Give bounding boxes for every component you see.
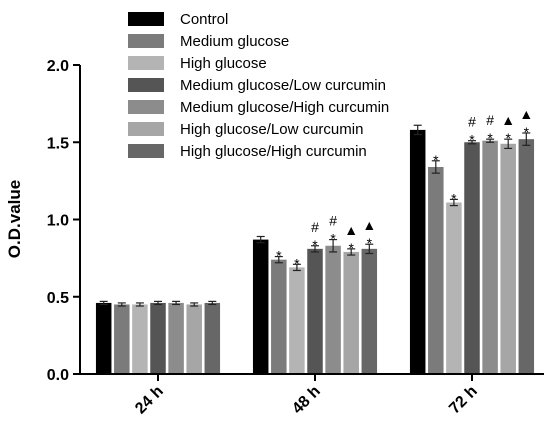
bar bbox=[482, 140, 498, 374]
legend-swatch bbox=[128, 122, 164, 136]
legend-label: High glucose/High curcumin bbox=[180, 143, 367, 160]
bar bbox=[95, 302, 112, 374]
significance-mark: * bbox=[487, 130, 493, 146]
significance-mark: * bbox=[276, 248, 282, 264]
significance-mark: * bbox=[294, 255, 300, 271]
legend: Control Medium glucose High glucose Medium … bbox=[128, 11, 389, 160]
significance-mark: * bbox=[330, 231, 336, 247]
bar bbox=[409, 129, 426, 374]
significance-mark: # bbox=[311, 219, 319, 235]
significance-marks: * * * # * # * ▲ * ▲ * * * # * # * ▲ * ▲ bbox=[276, 106, 533, 271]
x-tick-label: 24 h bbox=[132, 383, 167, 418]
significance-mark: # bbox=[486, 112, 494, 128]
bars bbox=[95, 124, 535, 374]
x-axis: 24 h 48 h 72 h bbox=[79, 373, 544, 418]
legend-label: Medium glucose bbox=[180, 33, 289, 50]
legend-swatch bbox=[128, 56, 164, 70]
significance-mark: * bbox=[524, 124, 530, 140]
bar bbox=[361, 248, 378, 374]
y-tick-label: 1.0 bbox=[47, 213, 69, 230]
bar bbox=[132, 304, 148, 374]
significance-mark: # bbox=[468, 114, 476, 130]
legend-label: Control bbox=[180, 11, 228, 28]
legend-swatch bbox=[128, 100, 164, 114]
y-axis: 0.0 0.5 1.0 1.5 2.0 bbox=[47, 58, 81, 384]
significance-mark: * bbox=[505, 130, 511, 146]
legend-label: Medium glucose/Low curcumin bbox=[180, 77, 386, 94]
y-tick-label: 0.5 bbox=[47, 290, 69, 307]
legend-swatch bbox=[128, 12, 164, 26]
bar bbox=[446, 202, 462, 374]
bar bbox=[186, 304, 202, 374]
legend-swatch bbox=[128, 144, 164, 158]
y-tick-label: 0.0 bbox=[47, 367, 69, 384]
bar bbox=[289, 267, 305, 374]
bar bbox=[114, 304, 130, 374]
significance-mark: * bbox=[312, 237, 318, 253]
x-tick-label: 72 h bbox=[446, 383, 481, 418]
bar bbox=[500, 143, 516, 374]
significance-mark: * bbox=[469, 132, 475, 148]
significance-mark: * bbox=[433, 152, 439, 168]
legend-swatch bbox=[128, 78, 164, 92]
bar bbox=[204, 302, 221, 374]
legend-swatch bbox=[128, 34, 164, 48]
y-tick-label: 2.0 bbox=[47, 58, 69, 75]
bar bbox=[343, 251, 359, 374]
legend-label: High glucose/Low curcumin bbox=[180, 121, 363, 138]
bar bbox=[271, 259, 287, 374]
y-axis-label: O.D.value bbox=[5, 180, 24, 258]
bar bbox=[325, 245, 341, 374]
x-tick-label: 48 h bbox=[289, 383, 324, 418]
significance-mark: ▲ bbox=[519, 106, 533, 122]
bar bbox=[428, 166, 444, 374]
significance-mark: * bbox=[367, 235, 373, 251]
significance-mark: ▲ bbox=[344, 222, 358, 238]
legend-label: Medium glucose/High curcumin bbox=[180, 99, 389, 116]
significance-mark: * bbox=[451, 190, 457, 206]
bar bbox=[150, 302, 166, 374]
bar bbox=[464, 142, 480, 374]
bar bbox=[307, 248, 323, 374]
bar bbox=[518, 139, 535, 374]
significance-mark: ▲ bbox=[362, 217, 376, 233]
bar bbox=[168, 302, 184, 374]
y-tick-label: 1.5 bbox=[47, 135, 69, 152]
bar bbox=[252, 239, 269, 374]
significance-mark: # bbox=[329, 213, 337, 229]
significance-mark: ▲ bbox=[501, 112, 515, 128]
significance-mark: * bbox=[348, 240, 354, 256]
legend-label: High glucose bbox=[180, 55, 267, 72]
